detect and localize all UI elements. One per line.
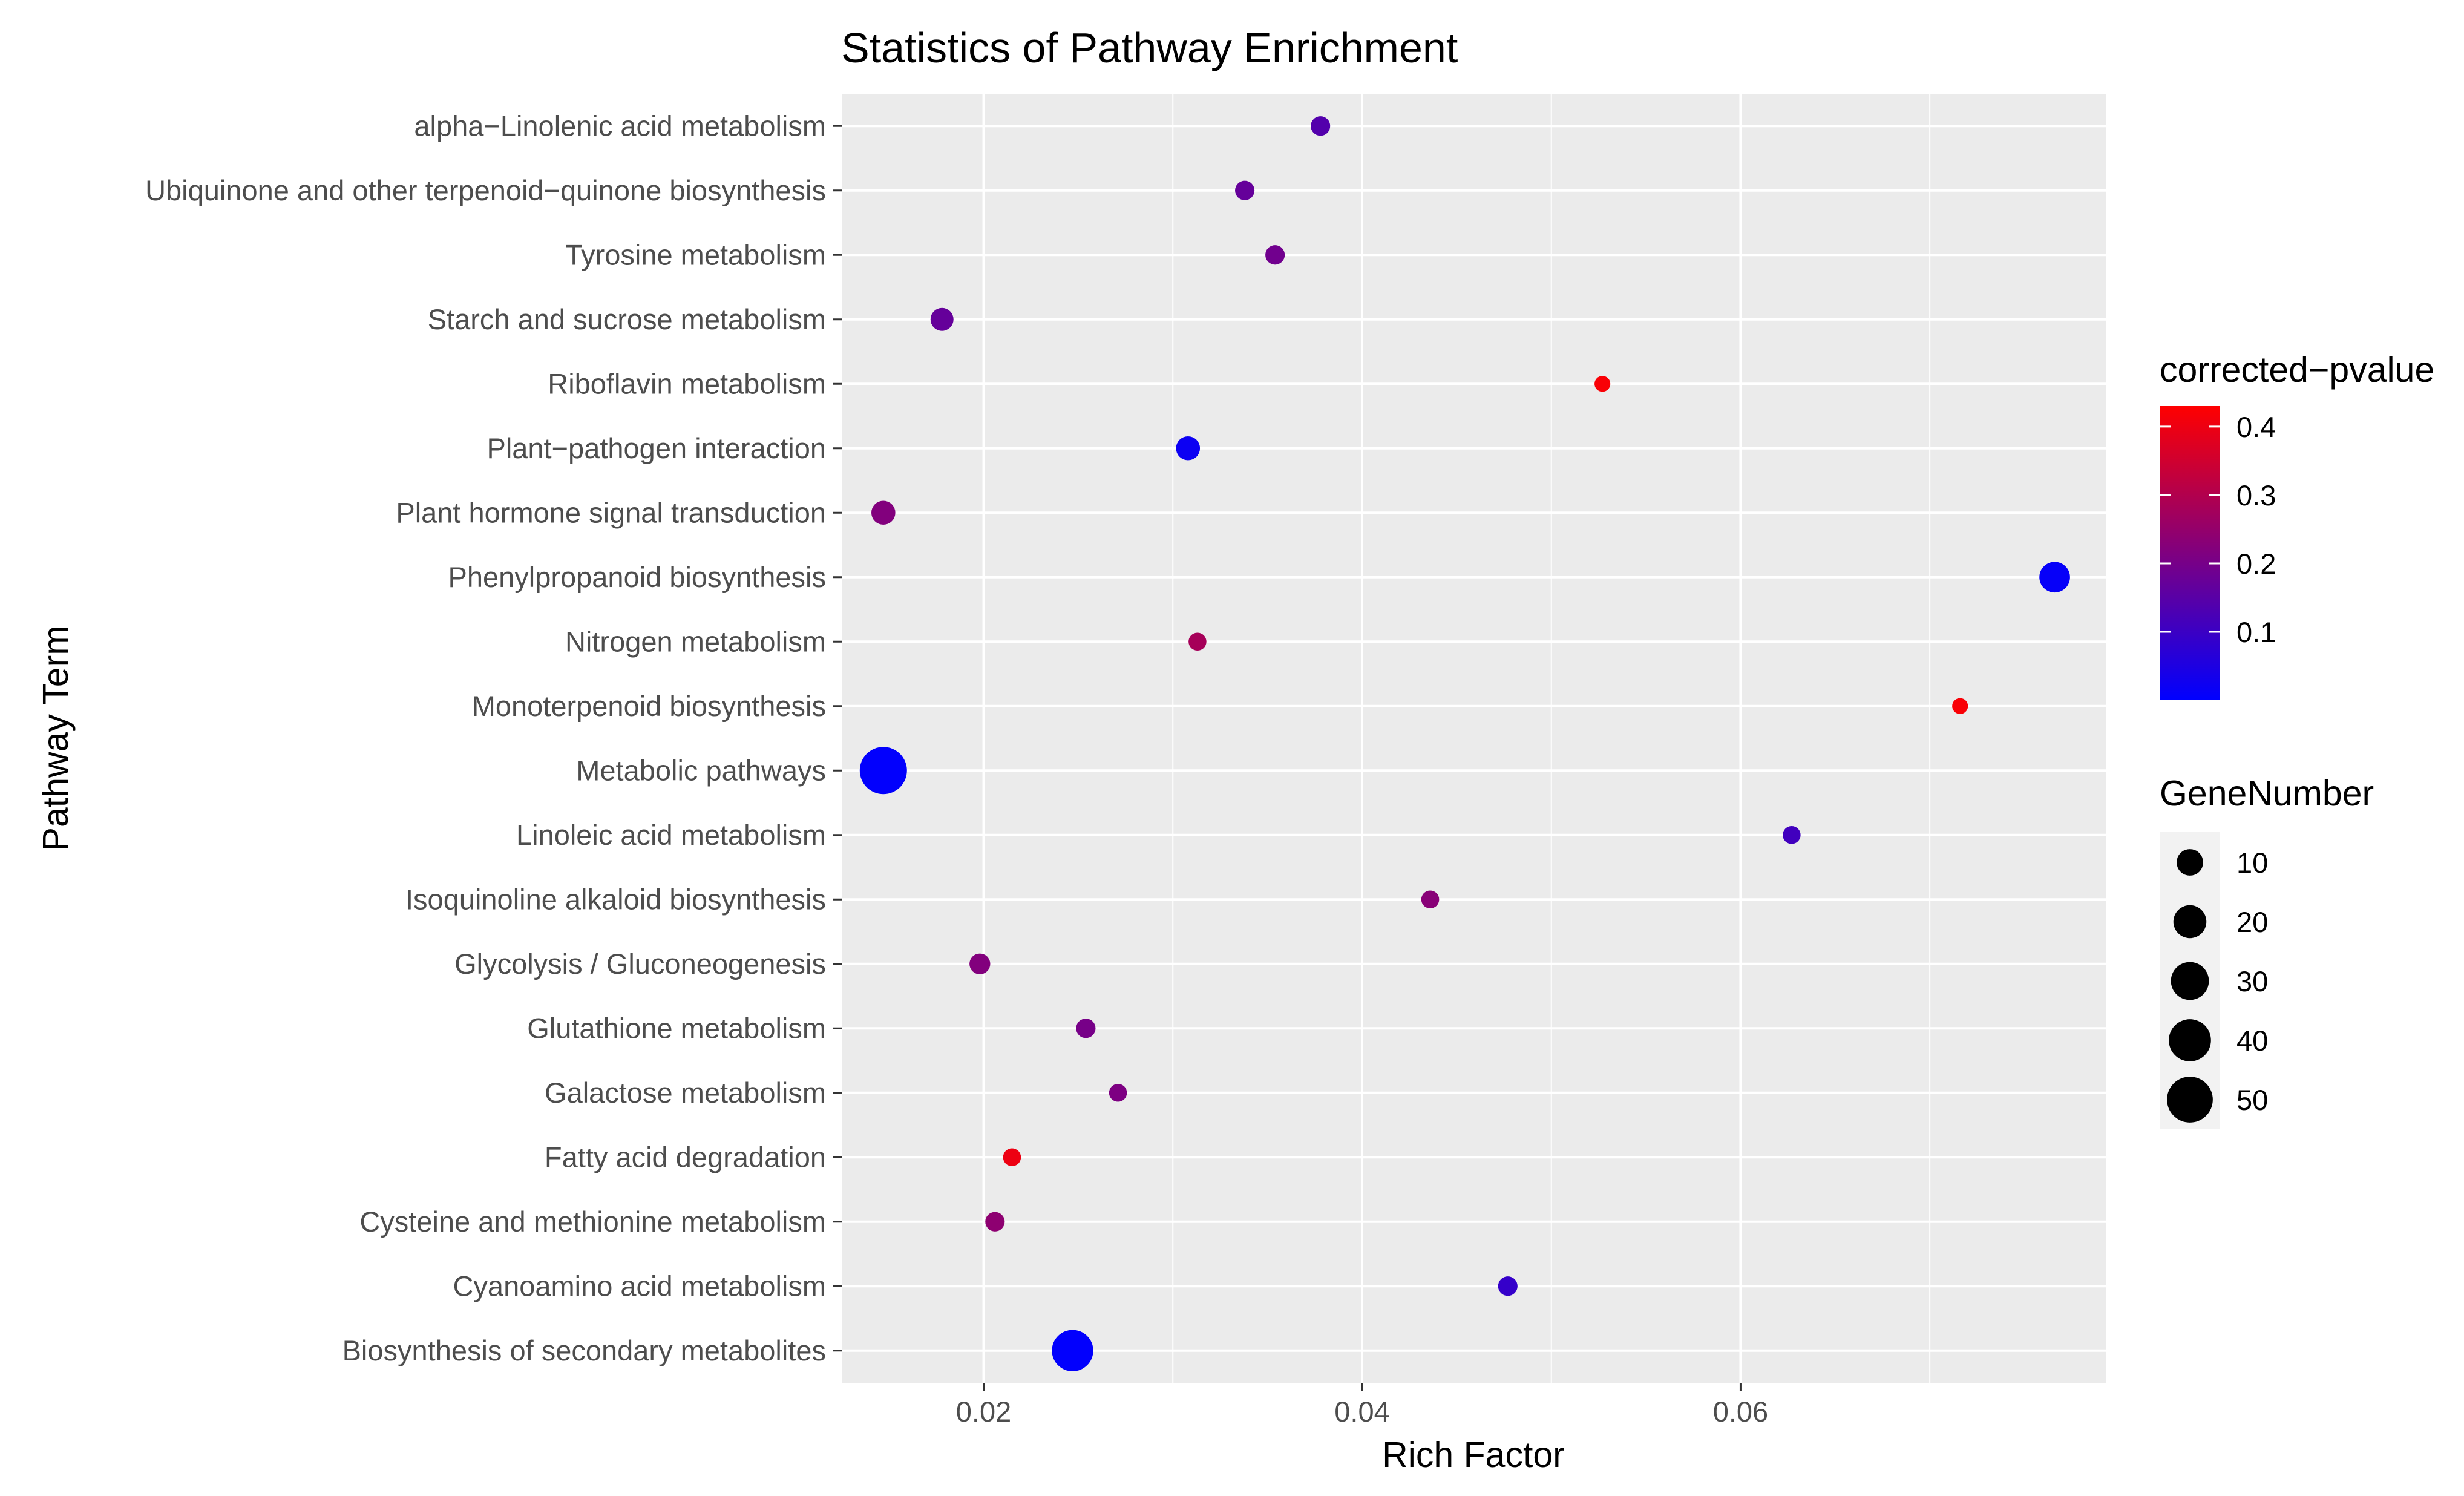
data-point — [1188, 632, 1207, 651]
data-point — [1311, 116, 1331, 136]
size-legend-label: 40 — [2236, 1025, 2268, 1057]
data-point — [969, 953, 991, 974]
color-legend-gradient-bar — [2160, 406, 2220, 700]
size-legend-key — [2171, 962, 2209, 1000]
y-tick-label: Nitrogen metabolism — [565, 625, 826, 657]
color-legend: corrected−pvalue 0.4 0.3 0.2 0.1 — [2160, 350, 2434, 700]
size-legend-key — [2167, 1077, 2213, 1123]
x-tick-label: 0.02 — [956, 1396, 1011, 1428]
data-point — [871, 500, 896, 525]
data-point — [985, 1212, 1005, 1232]
y-tick-label: alpha−Linolenic acid metabolism — [414, 110, 826, 142]
x-tick-label: 0.04 — [1334, 1396, 1389, 1428]
y-tick-label: Galactose metabolism — [545, 1077, 826, 1109]
data-point — [1109, 1083, 1127, 1102]
color-legend-label: 0.1 — [2236, 616, 2276, 648]
y-tick-label: Glutathione metabolism — [527, 1012, 826, 1044]
y-tick-label: Fatty acid degradation — [545, 1141, 826, 1173]
data-point — [1952, 698, 1968, 714]
y-tick-label: Metabolic pathways — [576, 754, 826, 786]
data-point — [1176, 436, 1201, 461]
size-legend: GeneNumber 10 20 30 40 50 — [2160, 773, 2374, 1129]
data-point — [859, 747, 907, 795]
y-tick-label: Biosynthesis of secondary metabolites — [342, 1334, 826, 1366]
y-tick-label: Cyanoamino acid metabolism — [453, 1270, 826, 1302]
data-point — [2039, 562, 2070, 593]
data-point — [1265, 245, 1285, 265]
grid-lines — [842, 94, 2106, 1383]
size-legend-title: GeneNumber — [2160, 773, 2374, 813]
data-point — [930, 307, 954, 331]
data-point — [1498, 1276, 1518, 1296]
data-point — [1783, 825, 1801, 844]
x-tick-label: 0.06 — [1713, 1396, 1768, 1428]
y-tick-label: Riboflavin metabolism — [548, 367, 826, 399]
y-tick-label: Isoquinoline alkaloid biosynthesis — [405, 883, 826, 915]
y-tick-label: Monoterpenoid biosynthesis — [472, 690, 826, 722]
y-tick-label: Plant−pathogen interaction — [487, 432, 826, 464]
x-axis: 0.02 0.04 0.06 — [956, 1383, 1768, 1428]
y-tick-label: Tyrosine metabolism — [565, 238, 826, 271]
size-legend-label: 10 — [2236, 847, 2268, 879]
data-point — [1235, 180, 1255, 200]
size-legend-label: 50 — [2236, 1084, 2268, 1116]
y-tick-label: Ubiquinone and other terpenoid−quinone b… — [145, 174, 826, 206]
y-tick-label: Cysteine and methionine metabolism — [359, 1206, 826, 1238]
data-point — [1421, 890, 1440, 909]
plot-panel — [842, 94, 2106, 1383]
data-point — [1052, 1330, 1093, 1371]
y-tick-label: Phenylpropanoid biosynthesis — [448, 561, 826, 593]
size-legend-label: 30 — [2236, 965, 2268, 997]
data-point — [1003, 1148, 1021, 1167]
chart-title: Statistics of Pathway Enrichment — [841, 24, 1458, 71]
y-tick-label: Glycolysis / Gluconeogenesis — [454, 948, 826, 980]
x-axis-title: Rich Factor — [1382, 1435, 1565, 1475]
y-tick-label: Linoleic acid metabolism — [516, 819, 826, 851]
y-tick-label: Plant hormone signal transduction — [396, 496, 826, 528]
y-tick-label: Starch and sucrose metabolism — [428, 303, 826, 335]
color-legend-ticks: 0.4 0.3 0.2 0.1 — [2160, 411, 2276, 648]
data-point — [1594, 376, 1611, 392]
data-point — [1076, 1019, 1096, 1038]
size-legend-label: 20 — [2236, 906, 2268, 938]
data-points — [859, 116, 2070, 1371]
y-axis: alpha−Linolenic acid metabolism Ubiquinon… — [145, 110, 842, 1366]
color-legend-label: 0.2 — [2236, 548, 2276, 580]
color-legend-label: 0.4 — [2236, 411, 2276, 443]
y-axis-title: Pathway Term — [36, 626, 76, 851]
size-legend-key — [2177, 849, 2203, 876]
color-legend-title: corrected−pvalue — [2160, 350, 2434, 390]
size-legend-keys: 10 20 30 40 50 — [2167, 847, 2268, 1123]
color-legend-label: 0.3 — [2236, 479, 2276, 511]
size-legend-key — [2173, 905, 2207, 939]
size-legend-key — [2169, 1019, 2211, 1061]
